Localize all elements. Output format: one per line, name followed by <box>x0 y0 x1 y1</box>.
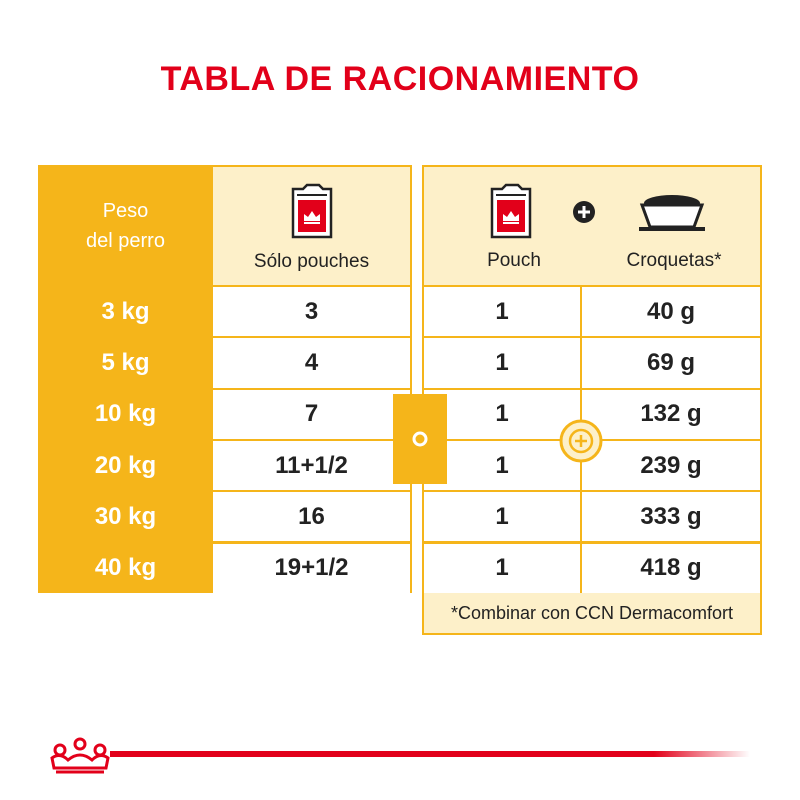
pouch-count-cell: 1 <box>424 338 580 388</box>
weight-cell: 20 kg <box>40 440 211 491</box>
weight-cell: 10 kg <box>40 389 211 439</box>
pouch-count-cell: 1 <box>424 440 580 491</box>
weight-cell: 40 kg <box>40 543 211 593</box>
plus-icon <box>573 201 595 223</box>
pouch-only-cell: 19+1/2 <box>213 543 410 593</box>
kibble-grams-cell: 132 g <box>582 389 760 439</box>
pouch-count-cell: 1 <box>424 287 580 337</box>
plus-circle-icon <box>559 419 603 463</box>
pouch-only-cell: 4 <box>213 338 410 388</box>
pouch-only-header: Sólo pouches <box>213 167 410 285</box>
kibble-grams-cell: 418 g <box>582 543 760 593</box>
kibble-grams-cell: 333 g <box>582 492 760 542</box>
pouch-count-cell: 1 <box>424 389 580 439</box>
pouch-only-cell: 11+1/2 <box>213 440 410 491</box>
weight-cell: 5 kg <box>40 338 211 388</box>
pouch-only-cell: 7 <box>213 389 410 439</box>
weight-header: Peso del perro <box>40 167 211 285</box>
footnote: *Combinar con CCN Dermacomfort <box>424 593 760 633</box>
or-connector <box>393 394 447 484</box>
pouch-icon <box>490 183 532 239</box>
pouch-count-cell: 1 <box>424 492 580 542</box>
pouch-only-cell: 3 <box>213 287 410 337</box>
mixed-header <box>424 167 760 285</box>
weight-cell: 30 kg <box>40 492 211 542</box>
brand-stripe <box>110 751 750 757</box>
page-title: TABLA DE RACIONAMIENTO <box>160 60 640 98</box>
kibble-bowl-icon <box>639 195 705 231</box>
pouch-header-label: Pouch <box>487 250 541 271</box>
pouch-count-cell: 1 <box>424 543 580 593</box>
royal-canin-crown-logo <box>50 737 110 774</box>
kibble-grams-cell: 239 g <box>582 440 760 491</box>
pouch-only-label: Sólo pouches <box>253 251 370 272</box>
kibble-header-label: Croquetas* <box>626 250 722 271</box>
pouch-only-table: Peso del perro Sólo pouches 3 kg 3 5 kg 4 10… <box>38 165 412 593</box>
weight-cell: 3 kg <box>40 287 211 337</box>
or-circle-icon <box>412 431 428 447</box>
kibble-grams-cell: 40 g <box>582 287 760 337</box>
pouch-icon <box>291 183 332 239</box>
kibble-grams-cell: 69 g <box>582 338 760 388</box>
pouch-only-cell: 16 <box>213 492 410 542</box>
